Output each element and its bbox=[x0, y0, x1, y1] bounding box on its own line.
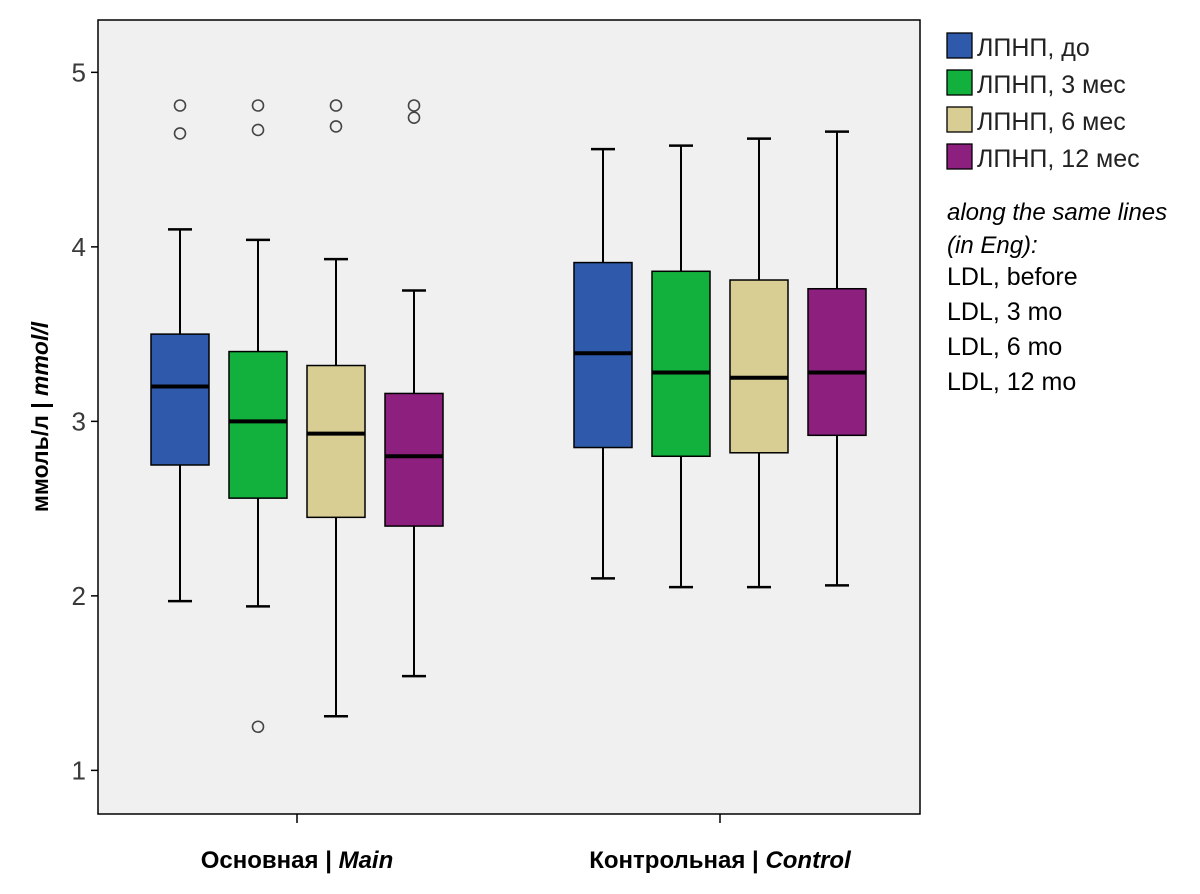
box-body bbox=[228, 350, 288, 499]
box-2-2 bbox=[651, 144, 711, 589]
outlier-point bbox=[251, 720, 265, 734]
y-axis-title: ммоль/л | mmol/l bbox=[27, 321, 53, 512]
y-tick-label: 1 bbox=[72, 755, 86, 785]
note-heading-line: along the same lines bbox=[947, 199, 1167, 226]
category-label-ru: Основная | bbox=[201, 847, 339, 874]
category-label: Контрольная | Control bbox=[589, 847, 852, 874]
outlier-point bbox=[173, 127, 187, 140]
box-body bbox=[384, 392, 444, 527]
legend-swatch bbox=[946, 143, 973, 170]
box-body bbox=[150, 333, 210, 466]
outlier-point bbox=[329, 99, 343, 112]
box-body bbox=[729, 279, 789, 454]
box-body bbox=[651, 270, 711, 458]
box-body bbox=[807, 287, 867, 437]
box-2-1 bbox=[573, 147, 633, 580]
y-tick-label: 4 bbox=[72, 232, 86, 262]
y-tick-label: 2 bbox=[72, 581, 86, 611]
legend-label: ЛПНП, до bbox=[977, 34, 1090, 62]
box-1-1 bbox=[150, 99, 210, 603]
outlier-point bbox=[251, 123, 265, 137]
box-1-2 bbox=[228, 99, 288, 734]
box-2-4 bbox=[807, 130, 867, 587]
outlier-point bbox=[173, 99, 187, 112]
category-label: Основная | Main bbox=[201, 847, 394, 874]
plot-area bbox=[97, 19, 921, 815]
category-label-ru: Контрольная | bbox=[589, 847, 765, 874]
box-body bbox=[306, 364, 366, 519]
note-line: LDL, before bbox=[947, 263, 1078, 291]
outlier-point bbox=[407, 111, 421, 125]
note-heading-line: (in Eng): bbox=[947, 232, 1038, 259]
legend-swatch bbox=[946, 32, 973, 59]
y-axis-title-en: mmol/l bbox=[27, 321, 53, 396]
y-axis-title-ru: ммоль/л | bbox=[27, 396, 53, 512]
outlier-point bbox=[329, 120, 343, 133]
y-tick-label: 3 bbox=[72, 406, 86, 436]
outlier-point bbox=[251, 99, 265, 112]
category-label-en: Control bbox=[765, 847, 852, 874]
note-line: LDL, 6 mo bbox=[947, 333, 1062, 361]
box-1-4 bbox=[384, 99, 444, 678]
note-line: LDL, 3 mo bbox=[947, 298, 1062, 326]
outlier-point bbox=[407, 99, 421, 112]
legend-swatch bbox=[946, 106, 973, 133]
y-tick-label: 5 bbox=[72, 57, 86, 87]
legend-label: ЛПНП, 12 мес bbox=[977, 145, 1140, 173]
legend-label: ЛПНП, 6 мес bbox=[977, 108, 1126, 136]
note-line: LDL, 12 mo bbox=[947, 368, 1076, 396]
legend-swatch bbox=[946, 69, 973, 96]
category-label-en: Main bbox=[339, 847, 394, 874]
box-2-3 bbox=[729, 137, 789, 589]
legend-label: ЛПНП, 3 мес bbox=[977, 71, 1126, 99]
box-1-3 bbox=[306, 99, 366, 718]
